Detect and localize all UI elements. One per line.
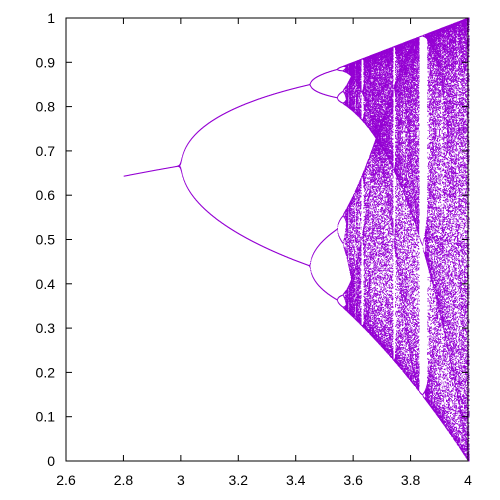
y-tick-label: 0.4 (36, 276, 56, 292)
y-tick-label: 0.2 (36, 364, 56, 380)
y-tick-label: 0.3 (36, 320, 56, 336)
y-tick-label: 1 (47, 10, 55, 26)
x-tick-label: 3.6 (343, 472, 363, 488)
y-tick-label: 0.9 (36, 54, 56, 70)
y-tick-label: 0 (47, 453, 55, 469)
x-tick-label: 3 (177, 472, 185, 488)
data-points (123, 17, 470, 462)
y-tick-label: 0.6 (36, 187, 56, 203)
y-tick-label: 0.7 (36, 143, 56, 159)
x-tick-label: 3.4 (286, 472, 306, 488)
x-tick-label: 3.8 (401, 472, 421, 488)
x-tick-label: 2.8 (114, 472, 134, 488)
y-tick-label: 0.5 (36, 232, 56, 248)
y-tick-label: 0.8 (36, 99, 56, 115)
x-axis: 2.6 2.8 3 3.2 3.4 3.6 3.8 4 (56, 18, 472, 488)
x-tick-label: 3.2 (229, 472, 249, 488)
x-tick-label: 4 (464, 472, 472, 488)
y-axis: 0 0.1 0.2 0.3 0.4 0.5 0.6 0.7 0.8 0.9 1 (36, 10, 468, 469)
bifurcation-series (123, 17, 470, 462)
y-tick-label: 0.1 (36, 409, 56, 425)
x-tick-label: 2.6 (56, 472, 76, 488)
